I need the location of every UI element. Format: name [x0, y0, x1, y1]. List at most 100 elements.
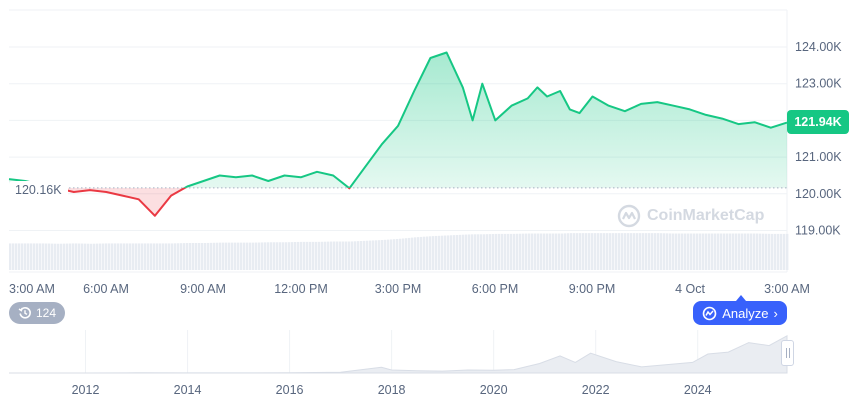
volume-bar	[303, 242, 305, 270]
volume-bar	[183, 243, 185, 270]
volume-bar	[702, 234, 704, 270]
volume-bar	[546, 234, 548, 270]
volume-bar	[393, 239, 395, 270]
volume-bar	[156, 243, 158, 270]
volume-bar	[159, 243, 161, 270]
volume-bar	[627, 233, 629, 270]
x-tick-label: 4 Oct	[675, 282, 705, 296]
volume-bar	[720, 234, 722, 270]
analyze-button[interactable]: Analyze ›	[693, 301, 787, 325]
volume-bar	[507, 234, 509, 270]
volume-bar	[690, 234, 692, 270]
volume-bar	[480, 234, 482, 270]
volume-bar	[360, 241, 362, 270]
volume-bar	[759, 234, 761, 270]
volume-bar	[639, 233, 641, 270]
volume-bar	[294, 242, 296, 270]
volume-bar	[450, 235, 452, 270]
volume-bar	[177, 243, 179, 270]
volume-bar	[561, 233, 563, 270]
coinmarketcap-logo-icon	[617, 204, 641, 228]
volume-bar	[234, 243, 236, 270]
volume-bar	[402, 238, 404, 270]
volume-bar	[603, 233, 605, 270]
volume-bar	[564, 233, 566, 270]
volume-bar	[711, 234, 713, 270]
volume-bar	[327, 242, 329, 270]
volume-bar	[606, 233, 608, 270]
volume-bar	[78, 243, 80, 270]
volume-bar	[21, 243, 23, 270]
navigator-chart	[9, 330, 787, 373]
volume-bar	[375, 240, 377, 270]
volume-bar	[486, 234, 488, 270]
volume-bar	[687, 234, 689, 270]
volume-bar	[666, 233, 668, 270]
y-tick-label: 123.00K	[795, 77, 842, 91]
volume-bar	[423, 237, 425, 270]
volume-bar	[33, 243, 35, 270]
volume-bar	[648, 233, 650, 270]
analyze-label: Analyze	[722, 306, 768, 321]
volume-bar	[45, 243, 47, 270]
volume-bar	[474, 234, 476, 270]
volume-bar	[384, 240, 386, 270]
volume-bar	[357, 241, 359, 270]
volume-bar	[588, 233, 590, 270]
volume-bar	[171, 243, 173, 270]
volume-bar	[429, 236, 431, 270]
volume-bar	[381, 240, 383, 270]
volume-bar	[24, 243, 26, 270]
volume-bar	[72, 243, 74, 270]
volume-bar	[597, 233, 599, 270]
volume-bar	[432, 236, 434, 270]
volume-bar	[501, 234, 503, 270]
volume-bar	[39, 243, 41, 270]
x-tick-label: 6:00 PM	[472, 282, 519, 296]
y-tick-label: 121.00K	[795, 150, 842, 164]
volume-bar	[174, 243, 176, 270]
volume-bar	[591, 233, 593, 270]
volume-bar	[513, 234, 515, 270]
volume-bar	[495, 234, 497, 270]
volume-bar	[267, 242, 269, 270]
volume-bar	[579, 233, 581, 270]
watermark: CoinMarketCap	[617, 204, 764, 228]
volume-bar	[609, 233, 611, 270]
volume-bar	[228, 243, 230, 270]
volume-bar	[555, 234, 557, 270]
volume-bar	[342, 242, 344, 271]
volume-bar	[90, 244, 92, 270]
volume-bar	[15, 243, 17, 270]
nav-year-label: 2020	[480, 383, 508, 397]
volume-bar	[723, 234, 725, 270]
volume-bar	[783, 234, 785, 270]
x-tick-label: 9:00 AM	[180, 282, 226, 296]
volume-bar	[186, 243, 188, 270]
volume-bar	[60, 244, 62, 270]
volume-bar	[105, 243, 107, 270]
volume-bar	[129, 243, 131, 270]
volume-bar	[345, 242, 347, 271]
volume-bar	[516, 234, 518, 270]
volume-bar	[36, 243, 38, 270]
volume-bar	[30, 243, 32, 270]
events-counter-button[interactable]: 124	[9, 302, 65, 324]
volume-bar	[681, 234, 683, 270]
volume-bar	[765, 234, 767, 270]
watermark-text: CoinMarketCap	[647, 207, 764, 225]
navigator-handle[interactable]	[781, 340, 794, 366]
volume-bar	[354, 241, 356, 270]
volume-bar	[624, 233, 626, 270]
volume-bar	[372, 240, 374, 270]
volume-bar	[684, 234, 686, 270]
volume-bar	[390, 239, 392, 270]
volume-bar	[552, 234, 554, 270]
volume-bar	[600, 233, 602, 270]
nav-year-label: 2024	[684, 383, 712, 397]
x-tick-label: 3:00 AM	[764, 282, 810, 296]
volume-bar	[279, 242, 281, 270]
x-tick-label: 6:00 AM	[83, 282, 129, 296]
